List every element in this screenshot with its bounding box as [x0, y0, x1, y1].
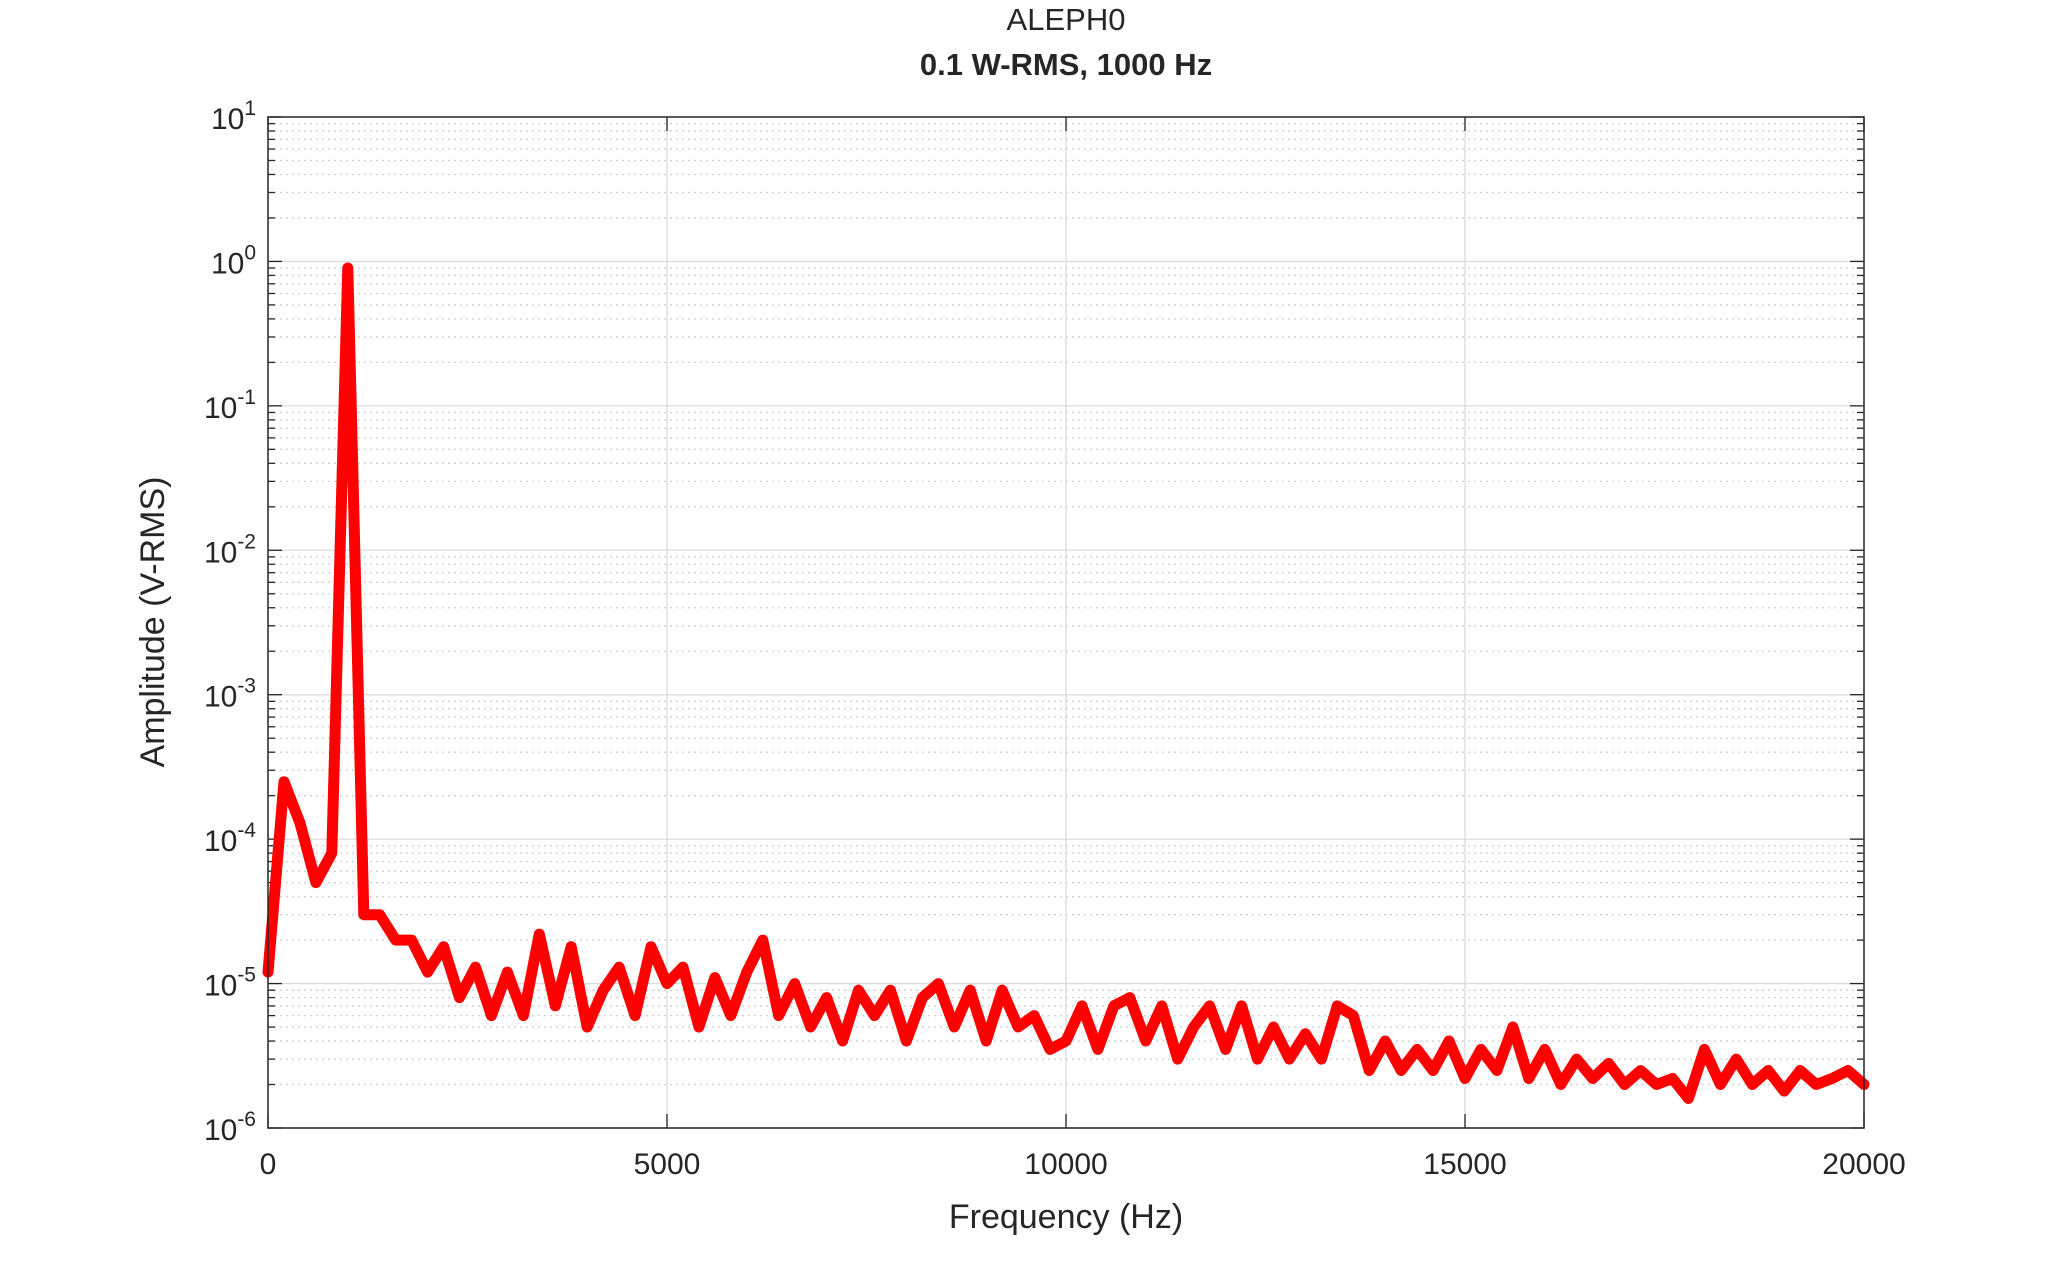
- y-tick-exponent: -1: [237, 386, 256, 409]
- y-axis-label: Amplitude (V-RMS): [134, 477, 172, 768]
- y-tick-exponent: -5: [237, 964, 256, 987]
- chart-subtitle: 0.1 W-RMS, 1000 Hz: [920, 47, 1212, 82]
- y-tick-label: 10-6: [204, 1108, 256, 1147]
- data-line: [262, 262, 1870, 1104]
- y-tick-label: 10-1: [204, 386, 256, 425]
- y-tick-base: 10: [204, 536, 237, 569]
- y-tick-base: 10: [204, 825, 237, 858]
- y-tick-label: 100: [211, 241, 256, 280]
- x-tick-label: 15000: [1423, 1148, 1506, 1181]
- x-axis-label: Frequency (Hz): [949, 1198, 1183, 1236]
- y-tick-base: 10: [211, 103, 244, 136]
- y-tick-label: 10-4: [204, 819, 256, 858]
- y-tick-exponent: 1: [244, 97, 256, 120]
- y-tick-label: 10-5: [204, 964, 256, 1003]
- y-tick-label: 10-3: [204, 675, 256, 714]
- y-tick-label: 10-2: [204, 530, 256, 569]
- y-tick-exponent: 0: [244, 241, 256, 264]
- y-tick-base: 10: [204, 970, 237, 1003]
- y-tick-exponent: -2: [237, 530, 256, 553]
- y-tick-base: 10: [211, 247, 244, 280]
- y-tick-exponent: -4: [237, 819, 256, 842]
- x-tick-label: 5000: [634, 1148, 701, 1181]
- x-tick-label: 10000: [1024, 1148, 1107, 1181]
- x-tick-label: 20000: [1822, 1148, 1905, 1181]
- y-tick-exponent: -3: [237, 675, 256, 698]
- y-tick-base: 10: [204, 1114, 237, 1147]
- y-tick-exponent: -6: [237, 1108, 256, 1131]
- y-tick-base: 10: [204, 392, 237, 425]
- y-tick-base: 10: [204, 681, 237, 714]
- x-tick-label: 0: [260, 1148, 277, 1181]
- plot-frame: [267, 116, 1865, 1129]
- chart-title: ALEPH0: [1007, 2, 1126, 37]
- y-tick-label: 101: [211, 97, 256, 136]
